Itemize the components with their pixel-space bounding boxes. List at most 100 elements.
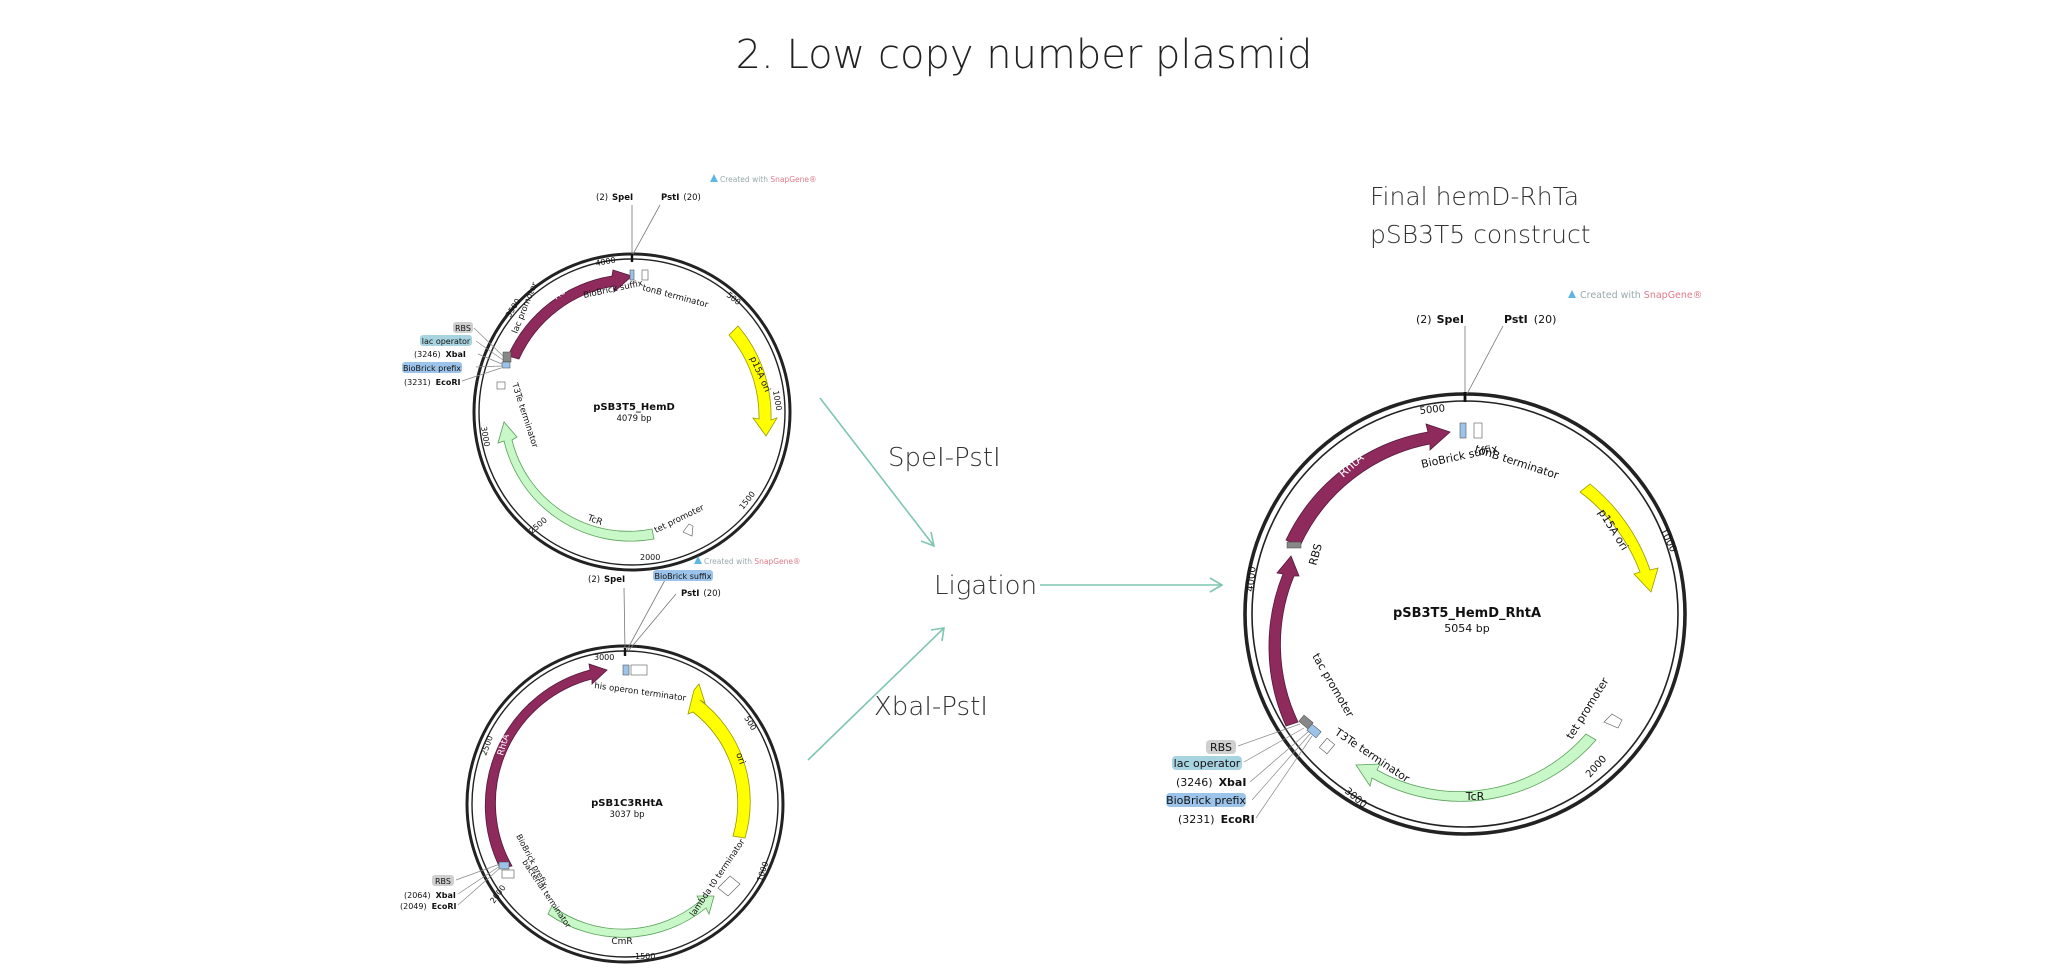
watermark-brand: SnapGene® — [1644, 290, 1702, 301]
arrow-final-head — [1209, 577, 1224, 593]
plasmid-name: pSB3T5_HemD_RhtA — [1393, 606, 1541, 621]
final-caption-line2: pSB3T5 construct — [1370, 220, 1591, 249]
t3te-terminator-box — [496, 381, 506, 390]
biobrick-suffix-box — [629, 269, 635, 281]
page-title: 2. Low copy number plasmid — [736, 32, 1313, 78]
feature-hemd-arrow — [1268, 555, 1300, 727]
arrow-map1-to-ligation — [819, 397, 935, 547]
xba-site-name: XbaI — [446, 350, 466, 359]
cut-site-lines — [631, 204, 661, 257]
biobrick-suffix-chip — [653, 570, 713, 581]
snapgene-logo-icon — [694, 556, 702, 564]
xba-site-pos: (3246) — [1176, 776, 1213, 789]
tick-label: 3000 — [479, 426, 491, 448]
spe-site-pos: (2) — [1416, 313, 1432, 326]
cut-site-lines — [1464, 325, 1504, 395]
rbs-label: RBS — [455, 324, 471, 333]
prefix-box — [1306, 723, 1322, 739]
lac-promoter-box — [502, 351, 512, 363]
tick-label: 1500 — [635, 952, 655, 961]
rbs-chip — [432, 875, 454, 886]
lac-operator-label: lac operator — [422, 337, 471, 346]
eco-site-name: EcoRI — [1221, 813, 1255, 826]
watermark-brand: SnapGene® — [754, 557, 800, 566]
xba-site-name: XbaI — [1219, 776, 1247, 789]
step-label-spe-pst: SpeI-PstI — [888, 443, 1001, 473]
left-site-lines — [461, 327, 504, 382]
feature-p15a-arrow — [1579, 483, 1659, 593]
arrow-map1-head — [920, 531, 936, 548]
svg-text:PstI(20): PstI (20) — [1504, 313, 1556, 326]
feature-ori-arrow — [687, 683, 751, 839]
final-caption-line1: Final hemD-RhTa — [1370, 182, 1579, 211]
eco-site-pos: (3231) — [404, 378, 431, 387]
left-site-lines — [1237, 723, 1313, 819]
spe-site-pos: (2) — [588, 575, 600, 585]
feature-rhta-arrow — [484, 663, 608, 869]
plasmid-size: 4079 bp — [616, 414, 651, 424]
biobrick-prefix-label: BioBrick prefix — [1166, 794, 1246, 807]
pst-site-name: PstI — [1504, 313, 1528, 326]
workflow-arrows — [807, 397, 1224, 761]
lac-operator-chip — [1172, 756, 1242, 770]
prefix-box — [498, 861, 510, 870]
tick-label: 4000 — [1245, 566, 1259, 592]
rbs-box — [1286, 541, 1302, 549]
feature-tcr-arrow — [497, 421, 655, 542]
biobrick-suffix-box — [622, 664, 630, 676]
spe-site-name: SpeI — [1437, 313, 1464, 326]
biobrick-prefix-chip — [1166, 793, 1246, 807]
tick-label: 5000 — [1419, 403, 1445, 417]
feature-label-tcr: TcR — [1465, 790, 1485, 803]
svg-text:(2064)XbaI: (2064) XbaI — [404, 891, 456, 900]
rbs-chip — [453, 322, 473, 333]
plasmid-map-2: Created with SnapGene® RhtA ori CmR his … — [400, 556, 801, 964]
feature-rhta-arrow — [1285, 423, 1451, 547]
pst-site-pos: (20) — [1534, 313, 1557, 326]
plasmid-name: pSB1C3RHtA — [591, 798, 663, 809]
feature-hemd-arrow — [507, 269, 633, 360]
eco-site-pos: (3231) — [1178, 813, 1215, 826]
feature-label-rbs: RBS — [1306, 542, 1325, 567]
snapgene-watermark-2: Created with SnapGene® — [694, 556, 801, 566]
feature-tcr-arrow — [1355, 733, 1597, 802]
spe-site-name: SpeI — [604, 575, 625, 585]
svg-text:(2)SpeI: (2) SpeI — [1416, 313, 1464, 326]
xba-site-pos: (3246) — [414, 350, 441, 359]
svg-text:Created with SnapGene®: Created with SnapGene® — [704, 557, 801, 566]
cut-site-lines — [623, 579, 677, 651]
tick-label: 500 — [725, 290, 743, 307]
feature-p15a-arrow — [728, 325, 778, 437]
feature-label-his-term: his operon terminator — [594, 681, 687, 704]
bact-terminator-box — [501, 869, 515, 879]
lambda-terminator-box — [717, 875, 741, 897]
eco-site-name: EcoRI — [436, 378, 461, 387]
watermark-prefix: Created with — [704, 557, 754, 566]
snapgene-watermark-3: Created with SnapGene® — [1568, 290, 1702, 301]
feature-label-ori: ori — [733, 752, 746, 766]
pst-site-name: PstI — [681, 589, 699, 599]
tick-label: 4000 — [595, 256, 617, 268]
step-label-xba-pst: XbaI-PstI — [874, 692, 988, 722]
svg-text:(2)SpeI: (2) SpeI — [588, 575, 625, 585]
svg-text:Created with SnapGene®: Created with SnapGene® — [1580, 290, 1702, 301]
feature-label-tet-promoter: tet promoter — [1564, 675, 1612, 742]
feature-label-hemd: HemD — [1280, 658, 1300, 697]
svg-text:PstI(20): PstI (20) — [681, 589, 721, 599]
watermark-prefix: Created with — [720, 175, 770, 184]
arrow-map2-to-ligation — [807, 627, 945, 761]
t3te-terminator-box — [1318, 737, 1336, 755]
feature-label-tac-promoter: tac promoter — [1309, 651, 1356, 720]
snapgene-logo-icon — [1568, 290, 1576, 298]
xba-site-name: XbaI — [436, 891, 456, 900]
xba-site-pos: (2064) — [404, 891, 431, 900]
tick-label: 1500 — [737, 490, 757, 512]
eco-site-name: EcoRI — [432, 902, 457, 911]
prefix-box — [501, 361, 511, 369]
tick-label: 2000 — [640, 553, 660, 562]
tick-label: 1000 — [1657, 526, 1678, 554]
tonb-terminator-box — [641, 269, 649, 281]
left-site-lines — [455, 863, 501, 906]
tick-label: 2000 — [1584, 754, 1609, 780]
